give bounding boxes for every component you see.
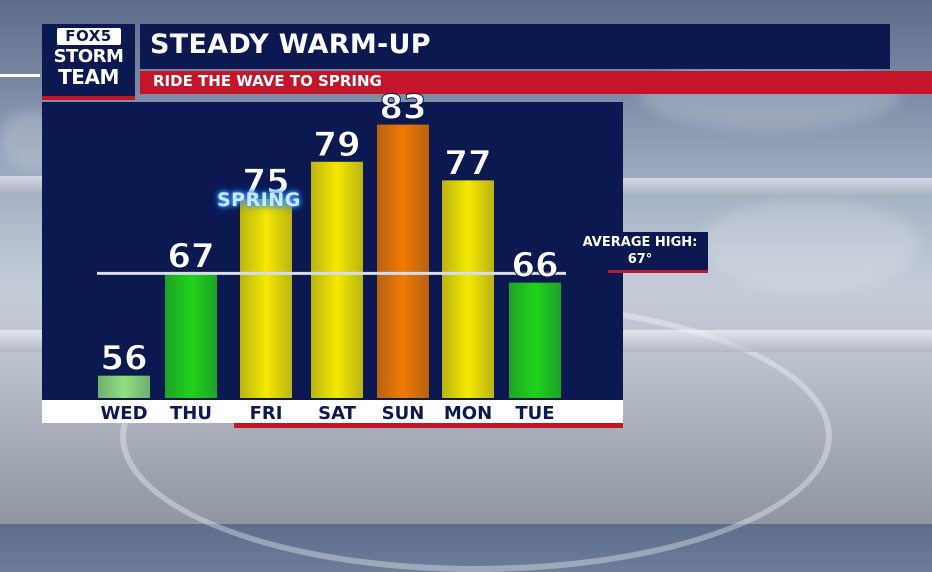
station-logo: FOX5 STORM TEAM	[42, 24, 135, 100]
bar-wed	[98, 375, 150, 398]
value-label-thu: 67	[167, 236, 214, 276]
bar-tue	[509, 282, 561, 398]
subtitle-bar	[140, 71, 932, 94]
bar-sat	[311, 161, 363, 398]
day-label-fri: FRI	[250, 403, 283, 424]
day-label-thu: THU	[170, 403, 212, 424]
value-label-sun: 83	[379, 88, 426, 128]
stage-beam	[0, 330, 42, 352]
day-label-sat: SAT	[318, 403, 356, 424]
bar-mon	[442, 180, 494, 398]
value-label-fri: 75	[242, 162, 289, 202]
average-high-label: AVERAGE HIGH:	[582, 235, 698, 250]
x-axis-underline	[234, 423, 623, 428]
page-subtitle: RIDE THE WAVE TO SPRING	[153, 72, 382, 90]
bar-chart: 56 67 75 79 83 77 66 WED THU FRI SAT SUN MON TUE	[97, 87, 566, 424]
value-label-wed: 56	[100, 339, 147, 379]
day-label-tue: TUE	[515, 403, 554, 424]
average-high-value: 67°	[627, 252, 653, 267]
stage-beam	[623, 330, 932, 352]
average-high-underline	[608, 270, 708, 273]
value-label-mon: 77	[444, 143, 491, 183]
page-title: STEADY WARM-UP	[150, 29, 431, 60]
value-label-sat: 79	[313, 125, 360, 165]
cloud	[700, 200, 920, 290]
day-label-sun: SUN	[382, 403, 425, 424]
stage-beam	[0, 176, 42, 194]
bar-fri	[240, 198, 292, 398]
day-label-wed: WED	[100, 403, 147, 424]
title-bar	[140, 24, 890, 69]
logo-underline	[42, 96, 135, 100]
logo-fox5: FOX5	[56, 28, 121, 45]
logo-team: TEAM	[58, 65, 119, 89]
value-label-tue: 66	[511, 246, 558, 286]
logo-storm: STORM	[53, 46, 124, 67]
bar-sun	[377, 124, 429, 398]
accent-stripe	[0, 74, 40, 77]
average-high-box: AVERAGE HIGH: 67°	[572, 232, 708, 272]
x-axis-strip	[42, 400, 623, 423]
bar-thu	[165, 273, 217, 398]
spring-label: SPRING	[217, 189, 301, 211]
day-label-mon: MON	[444, 403, 492, 424]
stage-beam	[623, 178, 932, 196]
